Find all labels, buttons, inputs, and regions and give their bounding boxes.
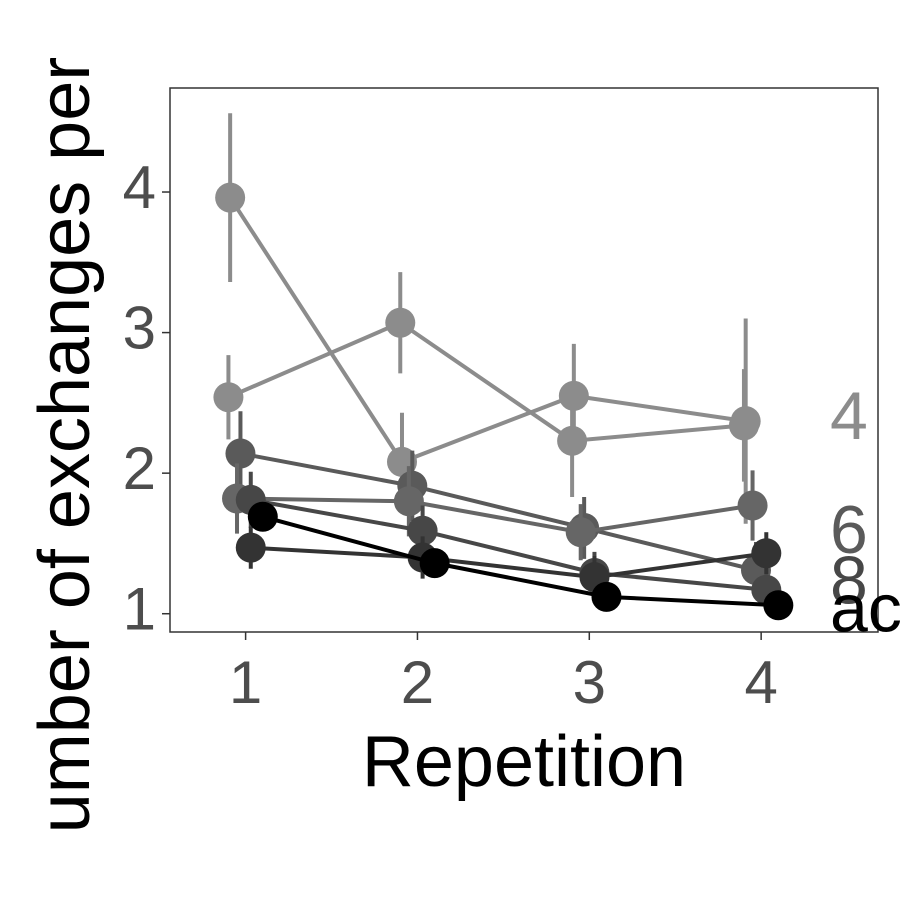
point (247, 501, 278, 532)
point (225, 438, 256, 469)
point (235, 532, 266, 563)
point (751, 538, 782, 569)
series-label: 8 (830, 543, 868, 619)
point (393, 486, 424, 517)
point (728, 410, 759, 441)
y-tick-label: 2 (123, 435, 156, 502)
point (419, 548, 450, 579)
series-line (228, 196, 746, 465)
x-tick-label: 4 (744, 649, 777, 716)
x-tick-label: 2 (401, 649, 434, 716)
series-line (227, 320, 745, 443)
series-line (236, 496, 753, 535)
point (407, 515, 438, 546)
series-line (250, 497, 767, 592)
y-tick-label: 3 (123, 294, 156, 361)
y-tick-label: 4 (123, 154, 156, 221)
plot-border (169, 87, 879, 633)
point (215, 182, 246, 213)
point (557, 425, 588, 456)
y-axis-title: umber of exchanges per (25, 57, 105, 833)
point (565, 517, 596, 548)
y-tick-label: 1 (123, 576, 156, 643)
series-label: 4 (830, 378, 868, 454)
series-label: ac (830, 571, 900, 647)
x-tick-label: 1 (229, 649, 262, 716)
point (385, 307, 416, 338)
series-line (262, 514, 779, 608)
point (737, 490, 768, 521)
point (213, 382, 244, 413)
x-tick-label: 3 (573, 649, 606, 716)
series-line (240, 451, 757, 573)
point (591, 581, 622, 612)
point (763, 590, 794, 621)
x-axis-title: Repetition (362, 722, 686, 802)
series-label: 6 (830, 492, 868, 568)
series-line (250, 545, 767, 580)
